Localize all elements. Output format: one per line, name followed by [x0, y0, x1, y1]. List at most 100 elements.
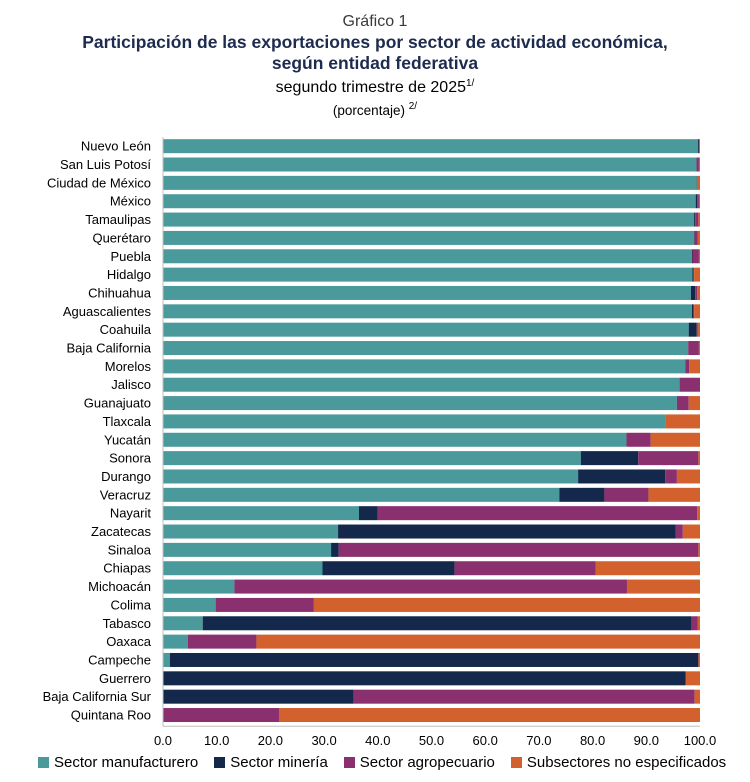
bar-segment-series-1 [322, 561, 455, 576]
category-label: Sonora [109, 451, 152, 466]
legend-label: Subsectores no especificados [526, 754, 727, 771]
x-tick-label: 70.0 [526, 733, 551, 748]
bar-segment-series-3 [698, 249, 700, 264]
x-tick-label: 10.0 [204, 733, 229, 748]
bar-segment-series-1 [580, 451, 639, 466]
bar-segment-series-2 [163, 708, 279, 723]
bar-segment-series-2 [695, 212, 699, 227]
category-label: Aguascalientes [63, 304, 152, 319]
bar-segment-series-3 [697, 230, 700, 245]
category-label: Colima [111, 597, 152, 612]
bar-segment-series-3 [698, 451, 700, 466]
bar-segment-series-0 [163, 487, 560, 502]
category-label: Guerrero [99, 671, 151, 686]
bar-segment-series-3 [626, 579, 700, 594]
bar-segment-series-2 [692, 249, 699, 264]
bar-segment-series-0 [163, 414, 666, 429]
bar-segment-series-3 [648, 487, 700, 502]
category-label: Michoacán [88, 579, 151, 594]
x-tick-label: 60.0 [473, 733, 498, 748]
bar-segment-series-3 [278, 708, 700, 723]
category-label: Nayarit [110, 506, 152, 521]
category-label: Baja California [66, 341, 151, 356]
category-label: Campeche [88, 652, 151, 667]
bar-segment-series-2 [676, 396, 689, 411]
category-label: Jalisco [111, 377, 151, 392]
bar-segment-series-1 [688, 322, 697, 337]
bar-segment-series-3 [256, 634, 700, 649]
bar-segment-series-1 [559, 487, 605, 502]
bar-segment-series-1 [690, 285, 696, 300]
bar-segment-series-3 [697, 175, 700, 190]
x-tick-label: 20.0 [258, 733, 283, 748]
bar-segment-series-2 [665, 469, 677, 484]
bar-segment-series-1 [331, 542, 339, 557]
chart-unit-row: (porcentaje) 2/ [0, 98, 750, 120]
bar-segment-series-3 [698, 194, 700, 209]
bar-segment-series-2 [377, 506, 698, 521]
bar-segment-series-2 [685, 359, 690, 374]
legend-item: Sector agropecuario [343, 754, 495, 771]
legend-swatch [343, 757, 355, 768]
x-tick-label: 80.0 [580, 733, 605, 748]
legend-swatch [510, 757, 522, 768]
category-label: Oaxaca [106, 634, 152, 649]
legend-item: Subsectores no especificados [510, 754, 727, 771]
unit-footnote-mark: 2/ [408, 101, 418, 112]
chart-title-line1: Participación de las exportaciones por s… [82, 32, 668, 52]
bar-segment-series-0 [163, 432, 627, 447]
bar-segment-series-3 [697, 506, 700, 521]
category-label: Chiapas [103, 561, 151, 576]
bar-segment-series-2 [693, 267, 695, 282]
bar-segment-series-0 [163, 597, 216, 612]
bar-segment-series-2 [679, 377, 700, 392]
chart-title-line2: según entidad federativa [271, 53, 479, 73]
bar-segment-series-0 [163, 506, 360, 521]
bar-segment-series-2 [638, 451, 699, 466]
category-label: Tabasco [103, 616, 151, 631]
category-label: Durango [101, 469, 151, 484]
chart-kicker: Gráfico 1 [342, 13, 408, 30]
bar-segment-series-2 [215, 597, 314, 612]
x-tick-label: 30.0 [311, 733, 336, 748]
bar-segment-series-0 [163, 194, 696, 209]
bar-segment-series-0 [163, 396, 677, 411]
chart-titles: Gráfico 1 Participación de las exportaci… [0, 12, 750, 120]
category-label: Veracruz [100, 487, 151, 502]
category-label: Baja California Sur [43, 689, 152, 704]
bar-segment-series-3 [697, 285, 700, 300]
bar-segment-series-1 [169, 652, 699, 667]
bar-segment-series-1 [163, 689, 354, 704]
chart-subtitle-row: segundo trimestre de 20251/ [0, 74, 750, 98]
bar-segment-series-0 [163, 230, 695, 245]
bar-segment-series-1 [694, 230, 695, 245]
bar-segment-series-2 [688, 341, 699, 356]
bar-segment-series-1 [163, 671, 686, 686]
bar-segment-series-0 [163, 341, 689, 356]
chart-legend: Sector manufacturero Sector minería Sector… [38, 754, 738, 771]
bar-segment-series-3 [665, 414, 700, 429]
legend-item: Sector minería [214, 754, 328, 771]
bar-segment-series-3 [689, 359, 700, 374]
bar-segment-series-3 [697, 616, 700, 631]
bar-segment-series-2 [675, 524, 683, 539]
bar-segment-series-1 [695, 194, 698, 209]
bar-segment-series-2 [626, 432, 651, 447]
legend-item: Sector manufacturero [38, 754, 198, 771]
bar-segment-series-0 [163, 267, 693, 282]
legend-label: Sector manufacturero [54, 754, 199, 771]
bar-segment-series-0 [163, 616, 203, 631]
bar-segment-series-0 [163, 542, 332, 557]
category-label: Quintana Roo [71, 708, 151, 723]
bar-segment-series-0 [163, 634, 188, 649]
category-label: Ciudad de México [47, 175, 151, 190]
bar-segment-series-2 [604, 487, 649, 502]
category-label: Coahuila [100, 322, 152, 337]
x-tick-label: 50.0 [419, 733, 444, 748]
bar-segment-series-2 [696, 157, 699, 172]
bar-segment-series-3 [694, 689, 700, 704]
bar-segment-series-2 [694, 230, 698, 245]
bar-segment-series-3 [685, 671, 700, 686]
category-label: Chihuahua [88, 285, 152, 300]
bar-segment-series-0 [163, 451, 581, 466]
